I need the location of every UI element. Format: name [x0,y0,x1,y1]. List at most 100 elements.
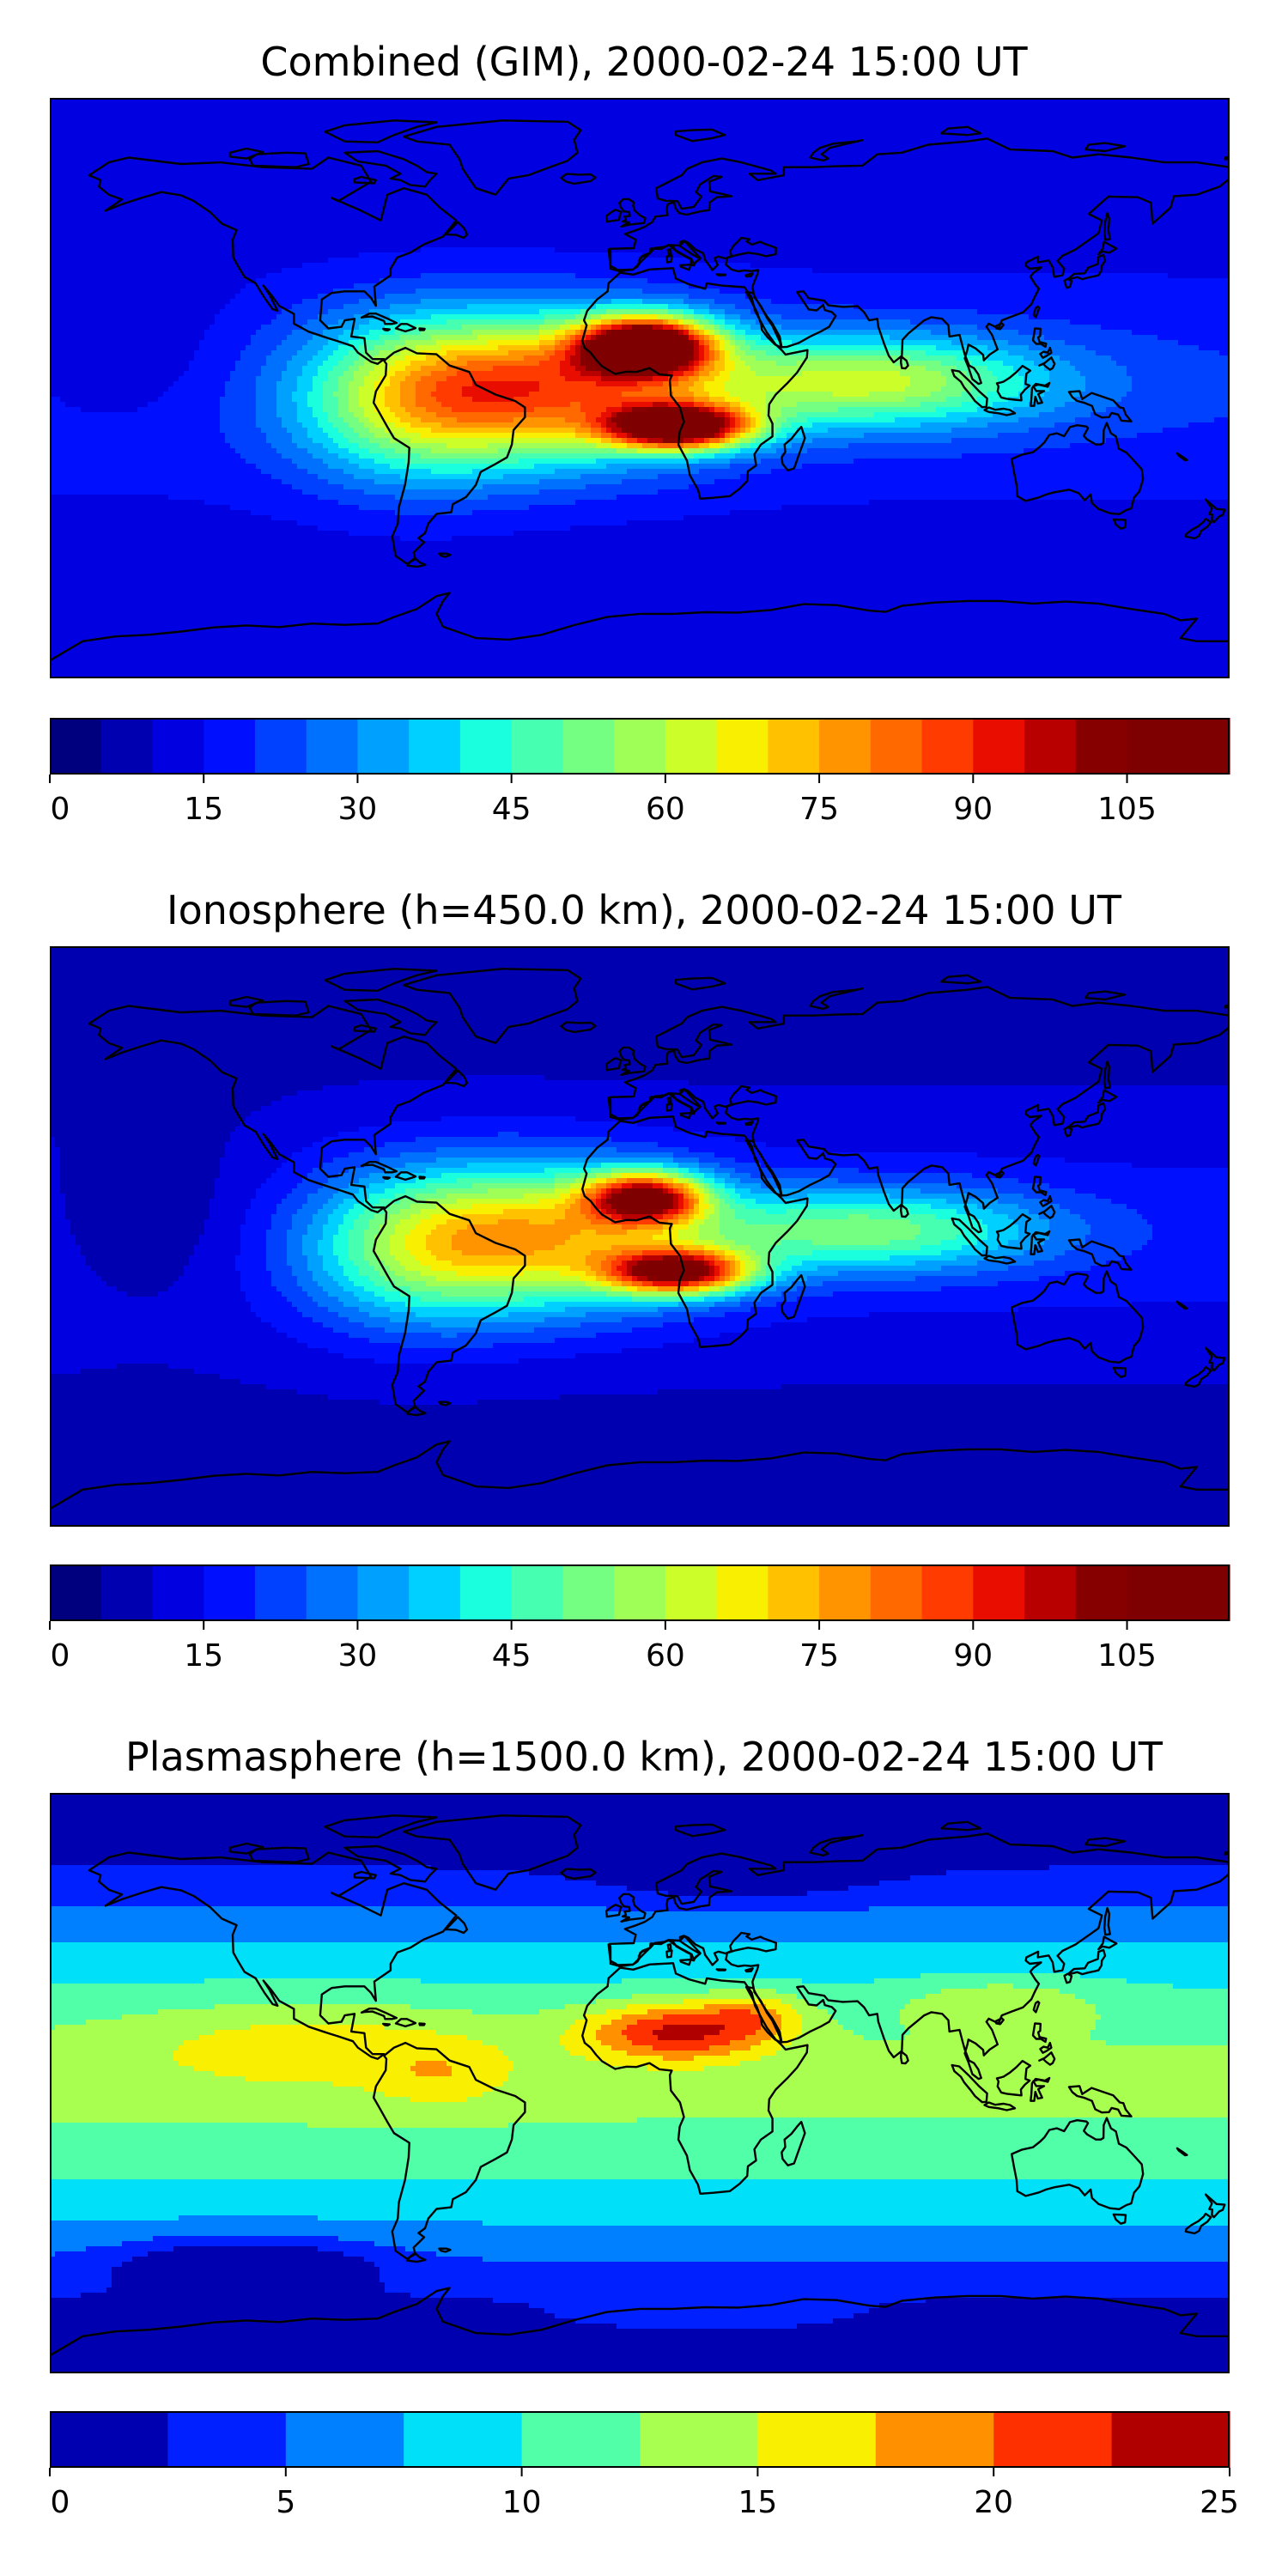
field-cell [1199,103,1205,109]
field-cell [761,129,767,135]
field-cell [565,134,571,140]
field-cell [642,124,648,130]
field-cell [519,98,525,104]
field-cell [787,124,793,130]
field-cell [725,98,731,104]
field-cell [957,108,963,114]
field-cell [1080,124,1086,130]
field-cell [472,98,478,104]
field-cell [483,129,489,135]
field-cell [745,103,751,109]
field-cell [1018,129,1024,135]
field-cell [962,108,968,114]
field-cell [1168,124,1174,130]
field-cell [1204,118,1210,125]
field-cell [560,98,566,104]
field-cell [498,113,504,119]
field-cell [112,134,118,140]
field-cell [287,124,293,130]
field-cell [622,98,628,104]
field-cell [307,113,313,119]
field-cell [735,108,741,114]
field-cell [781,108,787,114]
field-cell [591,113,597,119]
field-cell [122,98,128,104]
field-cell [1219,124,1225,130]
field-cell [967,118,973,125]
field-cell [941,124,947,130]
field-cell [354,113,360,119]
field-cell [462,134,468,140]
field-cell [271,108,277,114]
field-cell [524,103,530,109]
field-cell [168,129,174,135]
field-cell [148,98,154,104]
field-cell [1121,124,1127,130]
field-cell [1065,118,1071,125]
field-cell [1039,129,1045,135]
field-cell [884,108,890,114]
field-cell [343,98,349,104]
field-cell [642,134,648,140]
field-cell [1075,134,1081,140]
field-cell [565,129,571,135]
field-cell [993,124,999,130]
field-cell [261,113,267,119]
field-cell [756,134,762,140]
field-cell [601,118,607,125]
field-cell [1065,108,1071,114]
field-cell [1111,98,1117,104]
field-cell [833,134,839,140]
field-cell [488,108,494,114]
field-cell [596,108,602,114]
field-cell [472,108,478,114]
field-cell [189,113,195,119]
field-cell [750,129,756,135]
field-cell [689,108,695,114]
field-cell [1157,134,1163,140]
field-cell [884,103,890,109]
field-cell [683,103,690,109]
field-cell [117,98,123,104]
field-cell [364,98,370,104]
field-cell [694,98,700,104]
field-cell [915,103,921,109]
field-cell [483,108,489,114]
field-cell [766,108,772,114]
field-cell [575,108,581,114]
field-cell [781,113,787,119]
field-cell [1163,134,1169,140]
field-cell [957,118,963,125]
field-cell [230,124,236,130]
field-cell [920,118,927,125]
field-cell [81,124,87,130]
field-cell [282,118,288,125]
field-cell [266,134,272,140]
field-cell [220,129,226,135]
field-cell [586,98,592,104]
field-cell [725,129,731,135]
field-cell [1049,108,1055,114]
field-cell [297,113,303,119]
field-cell [622,103,628,109]
field-cell [1054,134,1060,140]
field-cell [977,118,983,125]
field-cell [96,129,102,135]
field-cell [781,118,787,125]
field-cell [359,113,365,119]
field-cell [256,129,262,135]
field-cell [220,124,226,130]
field-cell [1101,134,1107,140]
field-cell [869,103,875,109]
field-cell [1111,108,1117,114]
field-cell [112,124,118,130]
field-cell [972,113,978,119]
field-cell [1127,134,1133,140]
field-cell [168,98,174,104]
field-cell [81,134,87,140]
field-cell [668,108,674,114]
field-cell [457,113,463,119]
field-cell [823,98,829,104]
field-cell [369,124,375,130]
field-cell [282,108,288,114]
